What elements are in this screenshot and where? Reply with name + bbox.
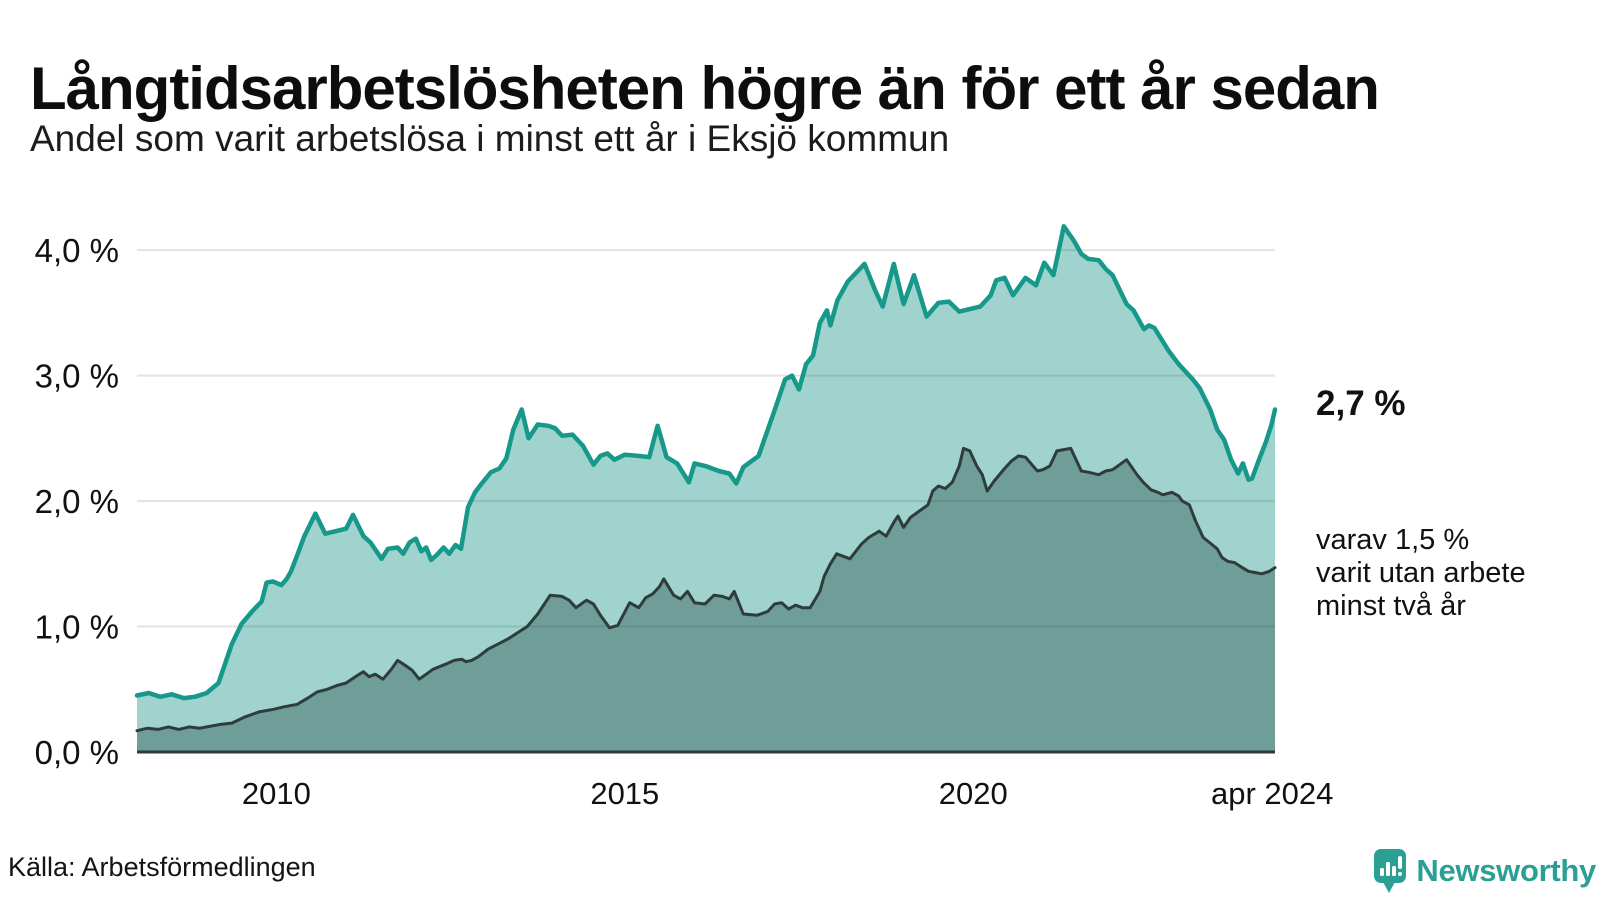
y-axis-tick-label: 2,0 %: [35, 483, 119, 520]
newsworthy-bubble-chart-icon: [1373, 847, 1407, 894]
series-line-1: [135, 446, 1277, 733]
x-axis-tick-label: 2010: [242, 776, 311, 811]
latest-value-label: 2,7 %: [1316, 384, 1406, 423]
y-axis-tick-label: 4,0 %: [35, 232, 119, 269]
y-axis-tick-label: 1,0 %: [35, 609, 119, 646]
x-axis-tick-label: 2020: [939, 776, 1008, 811]
series-area-1: [137, 448, 1275, 752]
y-axis-tick-label: 0,0 %: [35, 734, 119, 771]
x-axis-tick-label: apr 2024: [1211, 776, 1333, 811]
page-title: Långtidsarbetslösheten högre än för ett …: [30, 55, 1380, 123]
newsworthy-logo: Newsworthy: [1373, 847, 1596, 894]
source-credit: Källa: Arbetsförmedlingen: [8, 852, 316, 882]
x-axis-tick-label: 2015: [590, 776, 659, 811]
series-line-0: [134, 224, 1278, 701]
newsworthy-wordmark: Newsworthy: [1416, 852, 1596, 888]
chart-subtitle: Andel som varit arbetslösa i minst ett å…: [30, 118, 950, 159]
y-axis-tick-label: 3,0 %: [35, 358, 119, 395]
two-year-note-label: varav 1,5 % varit utan arbete minst två …: [1316, 524, 1526, 622]
